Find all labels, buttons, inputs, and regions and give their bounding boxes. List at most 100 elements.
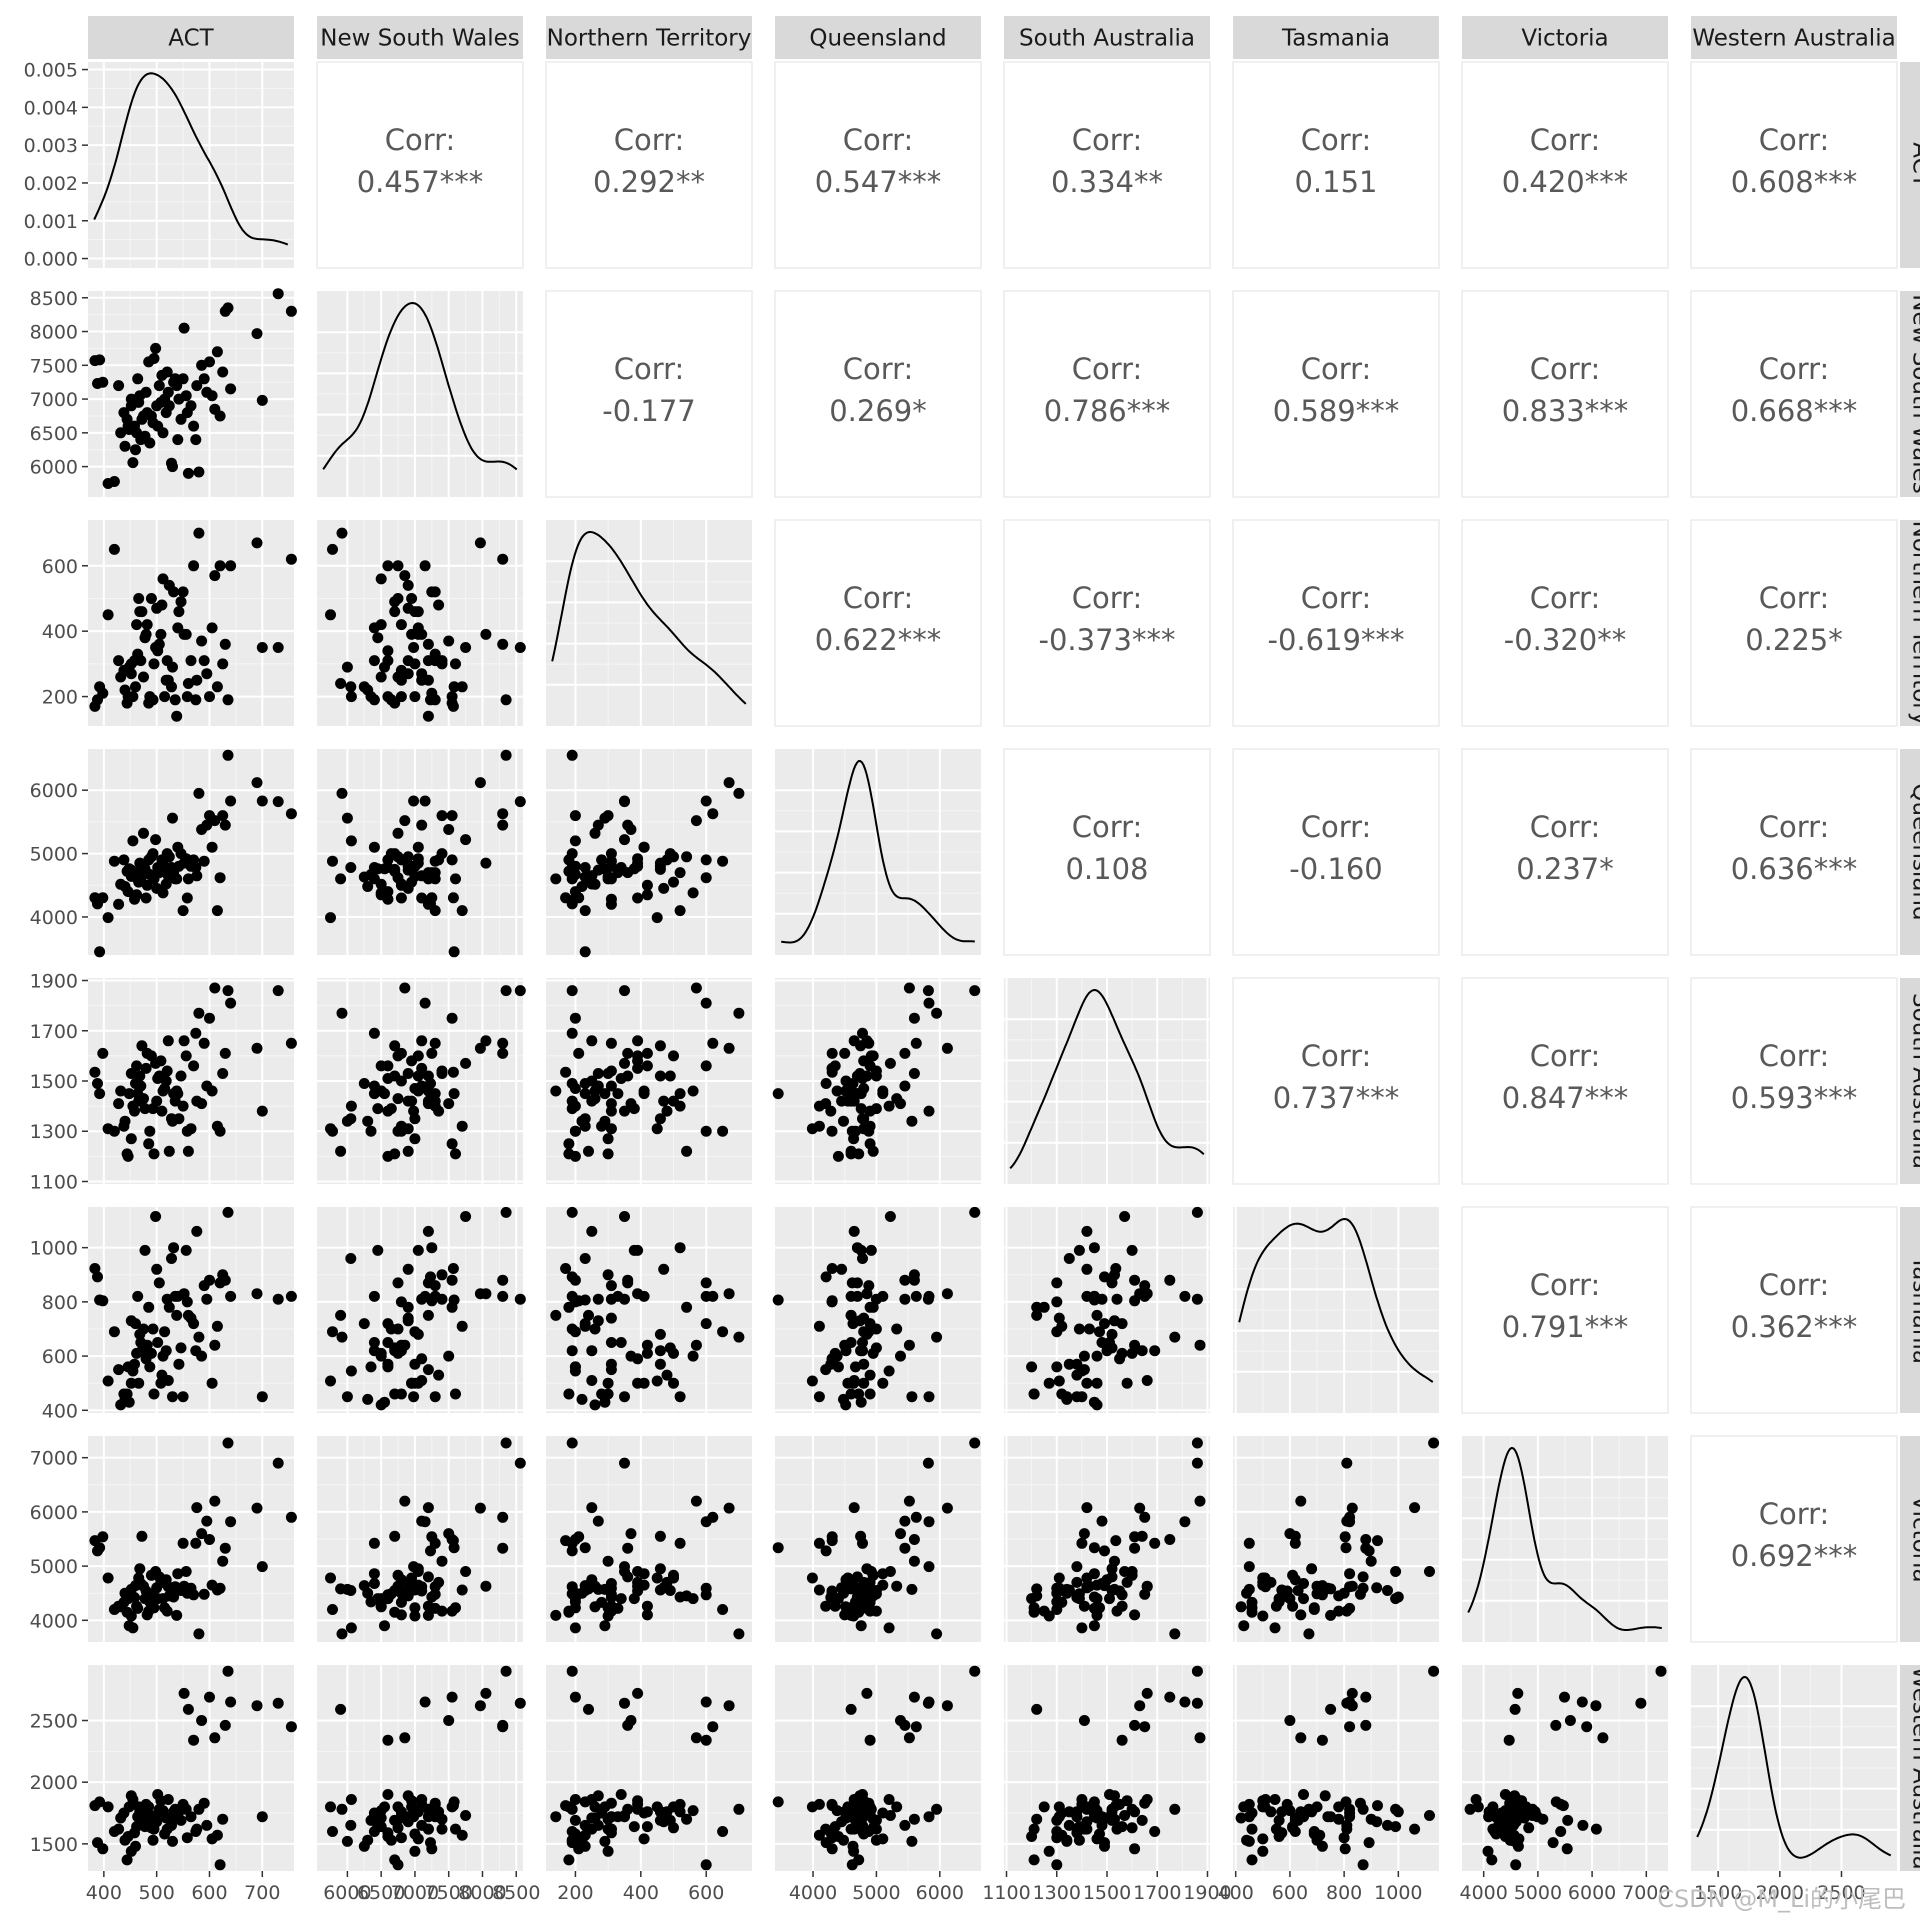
data-point: [211, 1829, 223, 1841]
data-point: [327, 1826, 338, 1837]
data-point: [1088, 1591, 1100, 1603]
data-point: [392, 1125, 404, 1137]
data-point: [1509, 1703, 1521, 1715]
data-point: [931, 1628, 943, 1640]
corr-panel-bg: [1690, 748, 1898, 956]
panel-new-south-wales-tasmania: Corr:0.589***: [1232, 290, 1440, 498]
x-tick-label: 800: [1326, 1882, 1362, 1904]
data-point: [1136, 1530, 1148, 1542]
corr-value: 0.636***: [1731, 852, 1858, 886]
data-point: [863, 1797, 875, 1809]
data-point: [717, 1604, 729, 1615]
strip-bg: [1900, 1207, 1920, 1413]
data-point: [345, 681, 357, 693]
data-point: [1116, 1589, 1128, 1601]
data-point: [450, 873, 461, 885]
data-point: [147, 1834, 159, 1846]
x-tick-label: 6500: [357, 1882, 405, 1904]
data-point: [182, 1703, 194, 1715]
data-point: [1179, 1696, 1191, 1708]
data-point: [336, 1007, 348, 1019]
y-tick-label: 0.000: [24, 249, 78, 271]
data-point: [583, 1309, 594, 1321]
panel-victoria-act: [88, 1436, 297, 1642]
data-point: [855, 1103, 867, 1115]
data-point: [899, 1274, 911, 1286]
data-point: [1051, 1296, 1063, 1308]
data-point: [615, 1337, 627, 1348]
data-point: [596, 854, 608, 866]
y-tick-label: 4000: [30, 1610, 78, 1632]
data-point: [198, 1588, 210, 1600]
data-point: [908, 1534, 920, 1545]
data-point: [436, 810, 448, 822]
data-point: [251, 777, 263, 789]
data-point: [661, 1105, 673, 1117]
data-point: [813, 1829, 825, 1841]
data-point: [664, 1814, 676, 1826]
data-point: [419, 1696, 431, 1708]
data-point: [908, 1691, 920, 1703]
data-point: [638, 1833, 650, 1845]
data-point: [193, 1331, 205, 1343]
strip-top-northern-territory: Northern Territory: [546, 16, 752, 59]
data-point: [419, 560, 431, 572]
data-point: [185, 1123, 197, 1135]
data-point: [877, 1085, 889, 1097]
data-point: [895, 1350, 906, 1362]
data-point: [1340, 1542, 1352, 1554]
data-point: [569, 1794, 581, 1805]
data-point: [586, 1502, 598, 1514]
data-point: [127, 691, 139, 703]
data-point: [219, 1274, 231, 1286]
data-point: [681, 851, 693, 863]
x-tick-label: 1500: [1083, 1882, 1131, 1904]
data-point: [941, 1042, 953, 1054]
data-point: [707, 808, 719, 820]
data-point: [664, 1342, 676, 1354]
data-point: [166, 681, 177, 693]
corr-panel-bg: [1461, 748, 1669, 956]
data-point: [375, 887, 387, 899]
data-point: [325, 912, 336, 924]
data-point: [707, 1037, 719, 1049]
data-point: [836, 1095, 848, 1107]
data-point: [214, 560, 226, 572]
strip-right-northern-territory: Northern Territory: [1900, 520, 1920, 726]
data-point: [1339, 1531, 1351, 1543]
corr-value: -0.373***: [1039, 623, 1176, 657]
data-point: [1499, 1789, 1511, 1800]
strip-top-act: ACT: [88, 16, 294, 59]
data-point: [599, 1115, 611, 1127]
data-point: [177, 1537, 189, 1549]
data-point: [178, 1035, 190, 1047]
data-point: [1269, 1622, 1281, 1634]
data-point: [1508, 1829, 1520, 1841]
data-point: [362, 881, 374, 892]
x-tick-label: 600: [191, 1882, 227, 1904]
data-point: [1504, 1797, 1516, 1809]
data-point: [419, 1290, 431, 1302]
data-point: [419, 795, 431, 807]
data-point: [1487, 1823, 1499, 1835]
data-point: [1101, 1574, 1113, 1586]
data-point: [1026, 1361, 1038, 1373]
data-point: [155, 628, 167, 640]
data-point: [204, 1012, 215, 1024]
data-point: [433, 599, 445, 611]
data-point: [1053, 1572, 1065, 1584]
corr-panel-bg: [1690, 977, 1898, 1185]
corr-label: Corr:: [1530, 352, 1601, 386]
data-point: [121, 1854, 133, 1866]
strip-bg: [1691, 16, 1897, 59]
data-point: [1076, 1537, 1088, 1549]
data-point: [826, 1296, 838, 1308]
data-point: [690, 1339, 702, 1351]
data-point: [566, 1437, 578, 1449]
data-point: [605, 1337, 617, 1348]
data-point: [903, 1732, 915, 1744]
panel-northern-territory-western-australia: Corr:0.225*: [1690, 519, 1898, 727]
data-point: [1169, 1331, 1181, 1343]
data-point: [1372, 1535, 1383, 1547]
data-point: [140, 1062, 152, 1074]
